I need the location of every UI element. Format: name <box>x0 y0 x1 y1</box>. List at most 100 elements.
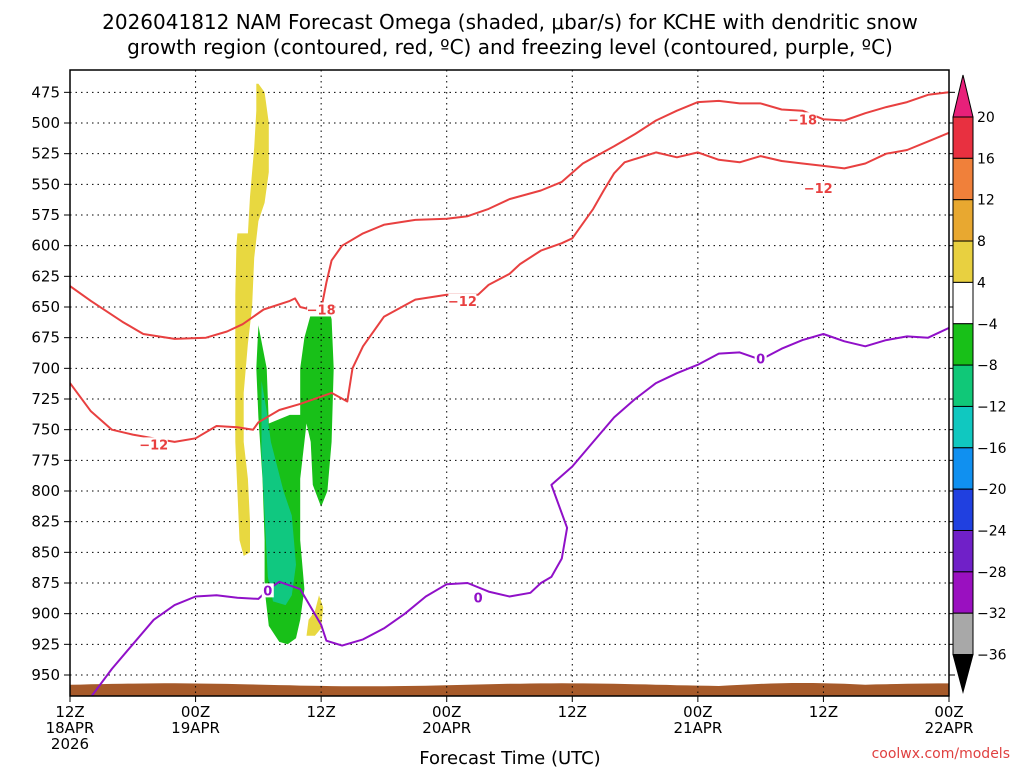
isotherm-label-bg-3 <box>788 112 817 127</box>
colorbar-segment-11 <box>952 571 974 614</box>
omega-region-3 <box>261 380 296 606</box>
xtick-label-36-1: 20APR <box>422 719 471 737</box>
omega-region-0 <box>235 83 269 556</box>
colorbar-segment-10 <box>952 530 974 573</box>
isotherm-label-bg-5 <box>261 583 274 598</box>
isotherm-label-7: 0 <box>756 353 765 368</box>
ytick-label-550: 550 <box>31 175 60 193</box>
colorbar-label-6: −8 <box>977 358 998 374</box>
xtick-label-60-0: 00Z <box>683 703 712 721</box>
terrain-band <box>70 683 949 696</box>
colorbar-segment-9 <box>952 488 974 531</box>
colorbar-top-arrow <box>952 74 974 118</box>
isotherm-label-5: 0 <box>263 584 272 599</box>
ytick-label-675: 675 <box>31 329 60 347</box>
isotherm-label-3: −18 <box>788 113 817 128</box>
ytick-label-500: 500 <box>31 114 60 132</box>
ytick-label-750: 750 <box>31 421 60 439</box>
isotherm-label-1: −12 <box>139 438 168 453</box>
colorbar: 20 16 12 8 4 −4 −8 −12 −16 −20 −24 −28 −32 −36 <box>952 74 1007 694</box>
ytick-label-525: 525 <box>31 145 60 163</box>
colorbar-label-2: 12 <box>977 193 995 209</box>
plot-area: −18 −12 −12 −18 −12 0 0 0 <box>69 69 950 697</box>
colorbar-segment-8 <box>952 447 974 490</box>
x-axis-label: Forecast Time (UTC) <box>419 748 600 768</box>
colorbar-label-7: −12 <box>977 399 1007 415</box>
isotherm-label-bg-4 <box>804 181 833 196</box>
omega-shading-layer <box>235 83 334 645</box>
colorbar-label-13: −36 <box>977 648 1007 664</box>
xtick-label-60-1: 21APR <box>673 719 722 737</box>
grid-layer <box>70 70 949 696</box>
ytick-label-700: 700 <box>31 359 60 377</box>
chart-title-line2: growth region (contoured, red, ºC) and f… <box>127 35 893 59</box>
colorbar-segment-4 <box>952 281 974 325</box>
contour-layer <box>70 91 949 696</box>
xtick-label-36-0: 00Z <box>432 703 461 721</box>
colorbar-label-4: 4 <box>977 275 986 291</box>
ytick-label-650: 650 <box>31 298 60 316</box>
colorbar-segment-6 <box>952 364 974 407</box>
colorbar-segment-3 <box>952 240 974 283</box>
colorbar-bottom-arrow <box>952 654 974 694</box>
isotherm-label-2: −12 <box>448 295 477 310</box>
ytick-label-775: 775 <box>31 451 60 469</box>
ytick-label-475: 475 <box>31 83 60 101</box>
colorbar-label-1: 16 <box>977 151 995 167</box>
colorbar-label-0: 20 <box>977 110 995 126</box>
xtick-label-0-1: 18APR <box>46 719 95 737</box>
colorbar-segment-12 <box>952 612 974 656</box>
isotherm-line-0 <box>70 91 949 340</box>
plot-frame <box>69 69 950 697</box>
xtick-label-0-2: 2026 <box>51 735 89 753</box>
xtick-label-12-0: 00Z <box>181 703 210 721</box>
xtick-label-48-0: 12Z <box>558 703 587 721</box>
credit-link[interactable]: coolwx.com/models <box>872 746 1010 762</box>
ytick-label-900: 900 <box>31 605 60 623</box>
xtick-label-0-0: 12Z <box>55 703 84 721</box>
ytick-label-850: 850 <box>31 543 60 561</box>
isotherm-label-bg-7 <box>754 351 767 366</box>
isotherm-label-bg-1 <box>139 437 168 452</box>
xtick-label-72-0: 12Z <box>809 703 838 721</box>
ytick-label-825: 825 <box>31 513 60 531</box>
ytick-label-600: 600 <box>31 237 60 255</box>
colorbar-label-5: −4 <box>977 317 998 333</box>
colorbar-segment-1 <box>952 157 974 201</box>
isotherm-label-bg-0 <box>307 302 336 317</box>
ytick-label-725: 725 <box>31 390 60 408</box>
isotherm-label-6: 0 <box>474 592 483 607</box>
terrain-layer <box>70 683 949 696</box>
xtick-label-24-0: 12Z <box>306 703 335 721</box>
isotherm-line-2 <box>90 326 949 696</box>
colorbar-segment-7 <box>952 405 974 449</box>
xtick-label-12-1: 19APR <box>171 719 220 737</box>
isotherm-label-4: −12 <box>804 182 833 197</box>
colorbar-segment-0 <box>952 116 974 159</box>
pressure-axis: 475 500 525 550 575 600 625 650 675 700 725 750 775 8… <box>31 83 955 684</box>
colorbar-label-9: −20 <box>977 482 1007 498</box>
colorbar-label-3: 8 <box>977 234 986 250</box>
colorbar-label-10: −24 <box>977 524 1007 540</box>
ytick-label-575: 575 <box>31 206 60 224</box>
colorbar-segment-2 <box>952 199 974 242</box>
colorbar-label-8: −16 <box>977 441 1007 457</box>
chart-title-line1: 2026041812 NAM Forecast Omega (shaded, μ… <box>102 10 918 34</box>
ytick-label-800: 800 <box>31 482 60 500</box>
isotherm-label-bg-6 <box>472 590 485 605</box>
colorbar-segment-5 <box>952 323 974 366</box>
xtick-label-84-1: 22APR <box>925 719 974 737</box>
ytick-label-925: 925 <box>31 635 60 653</box>
ytick-label-875: 875 <box>31 574 60 592</box>
ytick-label-950: 950 <box>31 666 60 684</box>
isotherm-line-1 <box>70 131 949 443</box>
isotherm-label-0: −18 <box>307 303 336 318</box>
colorbar-label-11: −28 <box>977 565 1007 581</box>
isotherm-label-bg-2 <box>448 293 477 308</box>
xtick-label-84-0: 00Z <box>934 703 963 721</box>
isotherm-label-layer: −18 −12 −12 −18 −12 0 0 0 <box>139 112 833 607</box>
ytick-label-625: 625 <box>31 267 60 285</box>
colorbar-label-12: −32 <box>977 606 1007 622</box>
